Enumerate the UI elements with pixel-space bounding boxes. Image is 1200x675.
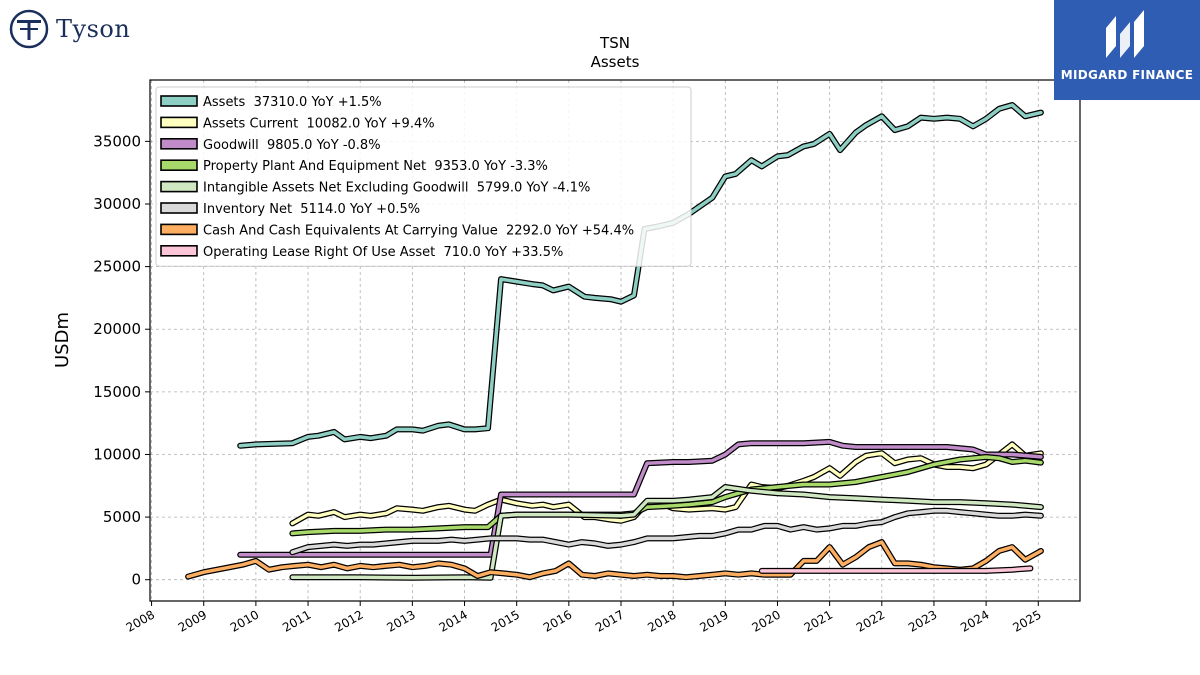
y-tick-label: 15000: [93, 383, 141, 401]
legend-label-cash-and-cash-equivalents-at-carrying-value: Cash And Cash Equivalents At Carrying Va…: [203, 223, 634, 238]
tyson-logo-text: Tyson: [56, 15, 131, 43]
series-line-goodwill: [238, 440, 1043, 557]
legend-swatch-assets-current: [160, 116, 198, 129]
tyson-logo-icon: [9, 9, 49, 49]
series-goodwill: [237, 438, 1044, 558]
legend-swatch-goodwill: [160, 138, 198, 150]
legend-label-assets-current: Assets Current 10082.0 YoY +9.4%: [203, 116, 435, 131]
y-tick-label: 35000: [93, 132, 141, 150]
chart-subtitle: Assets: [591, 53, 640, 71]
legend-swatch-operating-lease-right-of-use-asset: [160, 245, 198, 257]
series-line-property-plant-and-equipment-net: [290, 455, 1043, 536]
legend-label-assets: Assets 37310.0 YoY +1.5%: [203, 95, 382, 110]
chart-legend: Assets 37310.0 YoY +1.5% Assets Current 1…: [155, 86, 692, 267]
legend-label-goodwill: Goodwill 9805.0 YoY -0.8%: [203, 138, 381, 153]
y-axis-label: USDm: [52, 312, 73, 368]
plot-frame: [149, 79, 1081, 602]
legend-swatch-inventory-net: [160, 202, 198, 214]
series-line-inventory-net: [290, 509, 1043, 554]
legend-swatch-assets: [160, 95, 198, 107]
series-layer: [185, 102, 1044, 581]
legend-swatch-intangible-assets-net-excluding-goodwill: [160, 180, 198, 193]
series-cash-and-cash-equivalents-at-carrying-value: [185, 539, 1044, 581]
series-property-plant-and-equipment-net: [289, 454, 1044, 537]
y-tick-label: 30000: [93, 195, 141, 213]
series-inventory-net: [289, 507, 1044, 556]
chart-title: TSN: [599, 34, 630, 52]
series-line-cash-and-cash-equivalents-at-carrying-value: [186, 540, 1043, 579]
legend-label-inventory-net: Inventory Net 5114.0 YoY +0.5%: [203, 202, 420, 217]
legend-label-intangible-assets-net-excluding-goodwill: Intangible Assets Net Excluding Goodwill…: [203, 181, 590, 196]
midgard-logo-icon: [1106, 10, 1144, 58]
legend-box: [155, 86, 692, 267]
y-tick-label: 20000: [93, 320, 141, 338]
legend-swatch-cash-and-cash-equivalents-at-carrying-value: [160, 223, 198, 236]
midgard-logo: MIDGARD FINANCE: [1054, 0, 1200, 100]
legend-label-operating-lease-right-of-use-asset: Operating Lease Right Of Use Asset 710.0…: [203, 245, 563, 260]
y-tick-label: 10000: [93, 445, 141, 463]
y-tick-label: 0: [131, 571, 141, 589]
y-tick-label: 5000: [103, 508, 141, 526]
y-tick-label: 25000: [93, 258, 141, 276]
series-operating-lease-right-of-use-asset: [758, 565, 1034, 574]
legend-swatch-property-plant-and-equipment-net: [160, 159, 198, 171]
tyson-logo: Tyson: [8, 8, 130, 50]
midgard-logo-text: MIDGARD FINANCE: [1060, 68, 1194, 82]
series-line-operating-lease-right-of-use-asset: [760, 566, 1033, 573]
legend-label-property-plant-and-equipment-net: Property Plant And Equipment Net 9353.0 …: [203, 159, 548, 174]
